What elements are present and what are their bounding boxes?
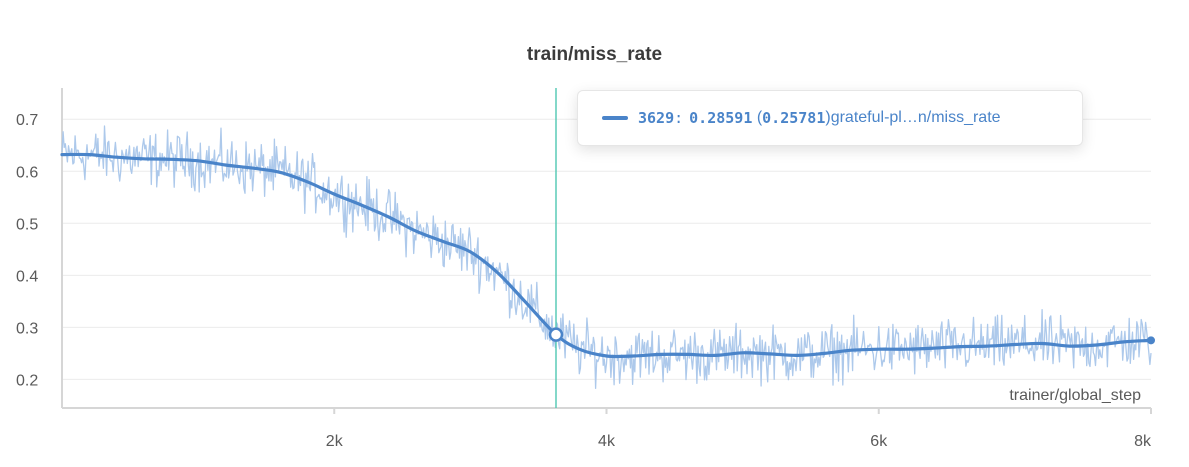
smoothed-series-line[interactable]: [60, 152, 1153, 359]
tooltip-close-paren: ): [825, 109, 831, 126]
y-tick-label-1: 0.3: [16, 320, 38, 337]
hover-tooltip: 3629 : 0.28591 ( 0.25781 ) grateful-pl…n…: [577, 90, 1083, 146]
y-tick-label-4: 0.6: [16, 164, 38, 181]
tooltip-open-paren: (: [752, 109, 763, 126]
y-tick-label-5: 0.7: [16, 112, 38, 129]
x-tick-label-0: 2k: [326, 433, 344, 450]
y-tick-label-3: 0.5: [16, 216, 38, 233]
raw-series: [61, 125, 1152, 389]
smoothed-series[interactable]: [60, 152, 1155, 359]
tooltip-smoothed-value: 0.25781: [762, 109, 826, 127]
tooltip-colon-separator: :: [674, 109, 684, 127]
y-tick-label-2: 0.4: [16, 268, 38, 285]
hover-marker[interactable]: [548, 327, 564, 342]
x-tick-label-1: 4k: [598, 433, 616, 450]
grid-lines: [62, 118, 1151, 380]
raw-series-line: [61, 125, 1152, 389]
x-axis-title: trainer/global_step: [1009, 387, 1141, 404]
tooltip-run-name: grateful-pl…n/miss_rate: [830, 109, 1001, 126]
tooltip-value: 0.28591: [689, 109, 753, 127]
series-swatch-icon: [602, 116, 628, 120]
y-tick-label-0: 0.2: [16, 372, 38, 389]
chart-title: train/miss_rate: [526, 44, 663, 65]
series-end-point: [1147, 336, 1155, 345]
x-tick-label-2: 6k: [870, 433, 888, 450]
x-tick-label-3: 8k: [1134, 433, 1152, 450]
tick-labels: 0.2 0.3 0.4 0.5 0.6 0.7 2k 4k 6k 8k: [16, 112, 1152, 450]
tooltip-step: 3629: [638, 109, 675, 127]
